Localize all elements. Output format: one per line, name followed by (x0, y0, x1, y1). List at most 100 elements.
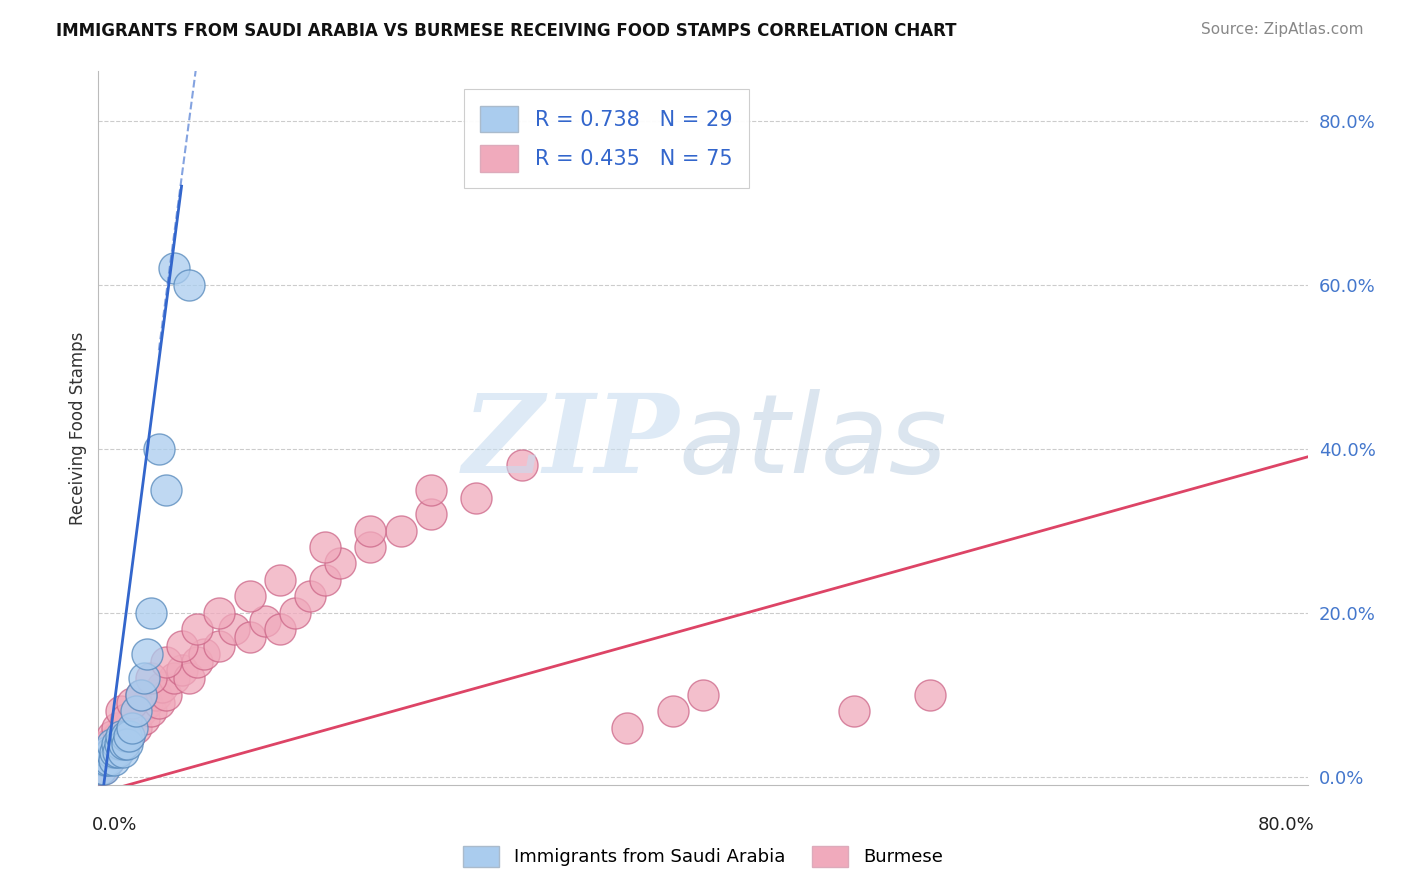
Point (129, 688, 152, 702)
Point (112, 737, 135, 751)
Point (420, 483, 443, 497)
Point (155, 688, 177, 702)
Point (616, 721, 638, 735)
Point (179, 277, 201, 292)
Point (141, 671, 163, 685)
Point (105, 745, 128, 759)
Point (121, 721, 143, 735)
Point (100, 745, 122, 759)
Point (98, 737, 121, 751)
Point (89, 762, 111, 776)
Point (108, 737, 131, 751)
Point (132, 671, 155, 685)
Point (125, 721, 148, 735)
Point (465, 491, 488, 505)
Point (118, 729, 141, 743)
Point (193, 647, 215, 661)
Point (141, 606, 163, 620)
Point (107, 729, 129, 743)
Point (239, 590, 262, 604)
Point (135, 647, 157, 661)
Point (299, 590, 322, 604)
Point (269, 622, 291, 636)
Point (163, 261, 186, 276)
Point (155, 655, 177, 669)
Point (918, 688, 941, 702)
Point (224, 622, 246, 636)
Point (93, 762, 115, 776)
Point (98, 753, 121, 767)
Legend: Immigrants from Saudi Arabia, Burmese: Immigrants from Saudi Arabia, Burmese (456, 838, 950, 874)
Point (186, 655, 208, 669)
Point (101, 737, 124, 751)
Point (170, 639, 193, 653)
Point (284, 606, 307, 620)
Point (118, 729, 141, 743)
Point (844, 704, 866, 718)
Point (170, 663, 193, 677)
Point (129, 688, 152, 702)
Point (239, 630, 262, 644)
Point (314, 573, 336, 587)
Point (135, 696, 157, 710)
Point (91, 753, 114, 767)
Point (208, 606, 231, 620)
Point (111, 737, 134, 751)
Point (108, 737, 131, 751)
Legend: R = 0.738   N = 29, R = 0.435   N = 75: R = 0.738 N = 29, R = 0.435 N = 75 (464, 89, 749, 188)
Point (94, 745, 117, 759)
Point (112, 721, 135, 735)
Point (145, 688, 167, 702)
Point (114, 729, 136, 743)
Point (104, 745, 127, 759)
Point (314, 540, 336, 554)
Point (114, 729, 136, 743)
Point (91, 762, 114, 776)
Point (111, 745, 134, 759)
Point (103, 745, 125, 759)
Point (100, 745, 122, 759)
Point (389, 524, 412, 538)
Text: IMMIGRANTS FROM SAUDI ARABIA VS BURMESE RECEIVING FOOD STAMPS CORRELATION CHART: IMMIGRANTS FROM SAUDI ARABIA VS BURMESE … (56, 22, 956, 40)
Point (98, 753, 121, 767)
Point (269, 573, 291, 587)
Point (105, 721, 128, 735)
Point (101, 729, 124, 743)
Point (150, 680, 173, 694)
Point (110, 729, 132, 743)
Point (661, 704, 683, 718)
Point (148, 442, 170, 456)
Point (115, 721, 138, 735)
Point (253, 614, 276, 628)
Text: atlas: atlas (679, 389, 948, 496)
Point (420, 508, 443, 522)
Point (141, 704, 163, 718)
Point (94, 753, 117, 767)
Point (110, 704, 132, 718)
Point (105, 737, 128, 751)
Point (121, 712, 143, 726)
Point (163, 671, 186, 685)
Point (103, 753, 125, 767)
Point (329, 557, 352, 571)
Point (107, 745, 129, 759)
Point (90, 762, 112, 776)
Point (208, 639, 231, 653)
Point (148, 696, 170, 710)
Text: ZIP: ZIP (463, 389, 679, 496)
Point (114, 712, 136, 726)
Point (93, 745, 115, 759)
Text: Source: ZipAtlas.com: Source: ZipAtlas.com (1201, 22, 1364, 37)
Point (101, 737, 124, 751)
Point (129, 704, 152, 718)
Point (360, 524, 382, 538)
Point (94, 753, 117, 767)
Point (510, 458, 533, 472)
Point (125, 704, 148, 718)
Point (115, 737, 138, 751)
Y-axis label: Receiving Food Stamps: Receiving Food Stamps (69, 332, 87, 524)
Point (155, 483, 177, 497)
Point (360, 540, 382, 554)
Point (132, 712, 155, 726)
Text: 80.0%: 80.0% (1258, 816, 1315, 834)
